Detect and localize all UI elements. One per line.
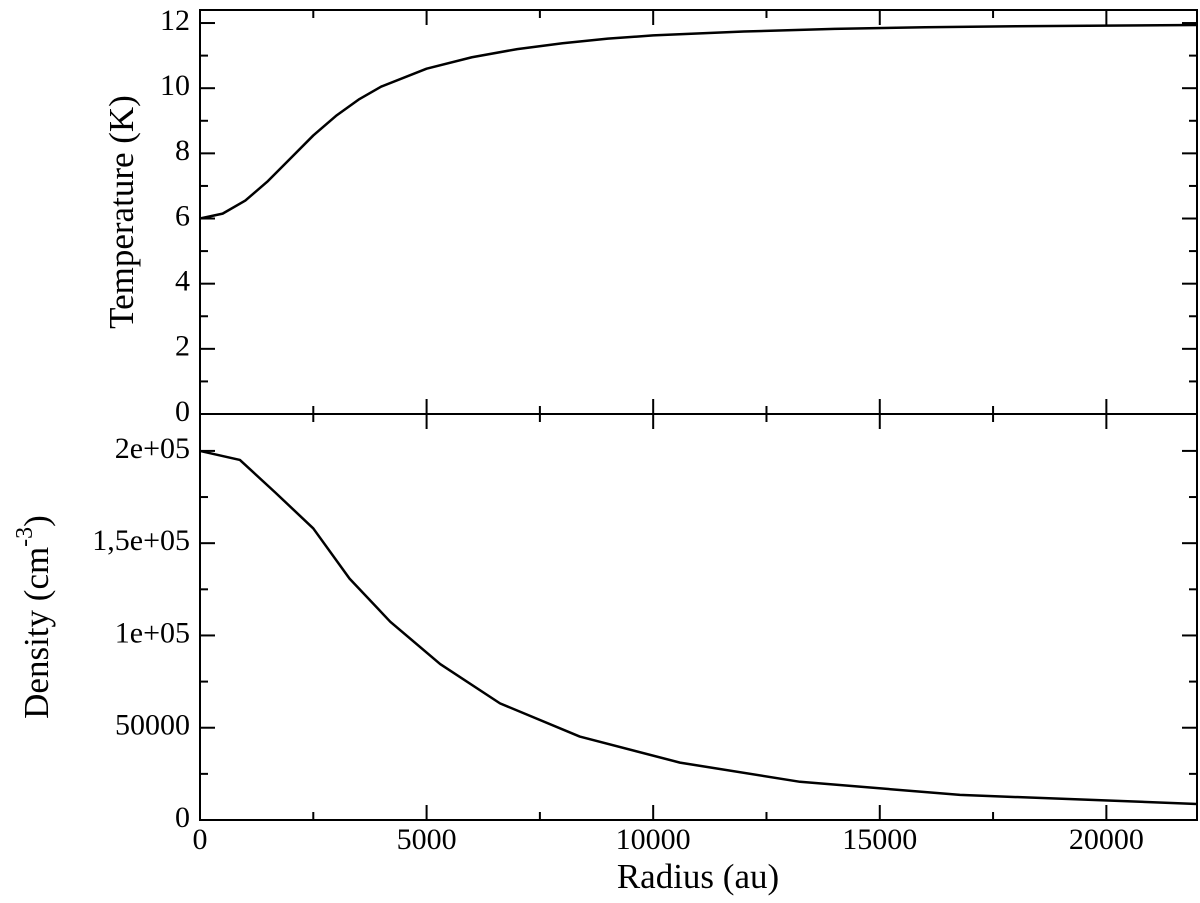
x-tick-label: 10000 xyxy=(616,823,691,856)
x-tick-label: 0 xyxy=(193,823,208,856)
x-tick-label: 5000 xyxy=(397,823,457,856)
y-tick-label: 1,5e+05 xyxy=(92,524,190,557)
top-frame xyxy=(199,9,1198,415)
y-tick-label: 2 xyxy=(175,330,190,363)
y-tick-label: 2e+05 xyxy=(115,432,190,465)
y-label-text: ) xyxy=(17,515,56,527)
x-tick-label: 15000 xyxy=(842,823,917,856)
y-label-sup: -3 xyxy=(12,527,38,547)
y-tick-label: 0 xyxy=(175,395,190,428)
y-label-text: Density (cm xyxy=(17,547,56,719)
x-tick-label: 20000 xyxy=(1069,823,1144,856)
data-line xyxy=(199,449,1198,806)
x-axis-label: Radius (au) xyxy=(617,857,779,896)
y-tick-label: 50000 xyxy=(115,709,190,742)
y-tick-label: 10 xyxy=(160,69,190,102)
data-line xyxy=(199,23,1198,220)
y-tick-label: 1e+05 xyxy=(115,616,190,649)
y-axis-label: Temperature (K) xyxy=(102,95,141,329)
y-tick-label: 4 xyxy=(175,265,190,298)
y-tick-label: 12 xyxy=(160,4,190,37)
y-axis-label: Density (cm-3) xyxy=(12,515,57,719)
y-tick-label: 0 xyxy=(175,801,190,834)
y-tick-label: 6 xyxy=(175,199,190,232)
y-tick-label: 8 xyxy=(175,134,190,167)
bottom-frame xyxy=(199,413,1198,821)
